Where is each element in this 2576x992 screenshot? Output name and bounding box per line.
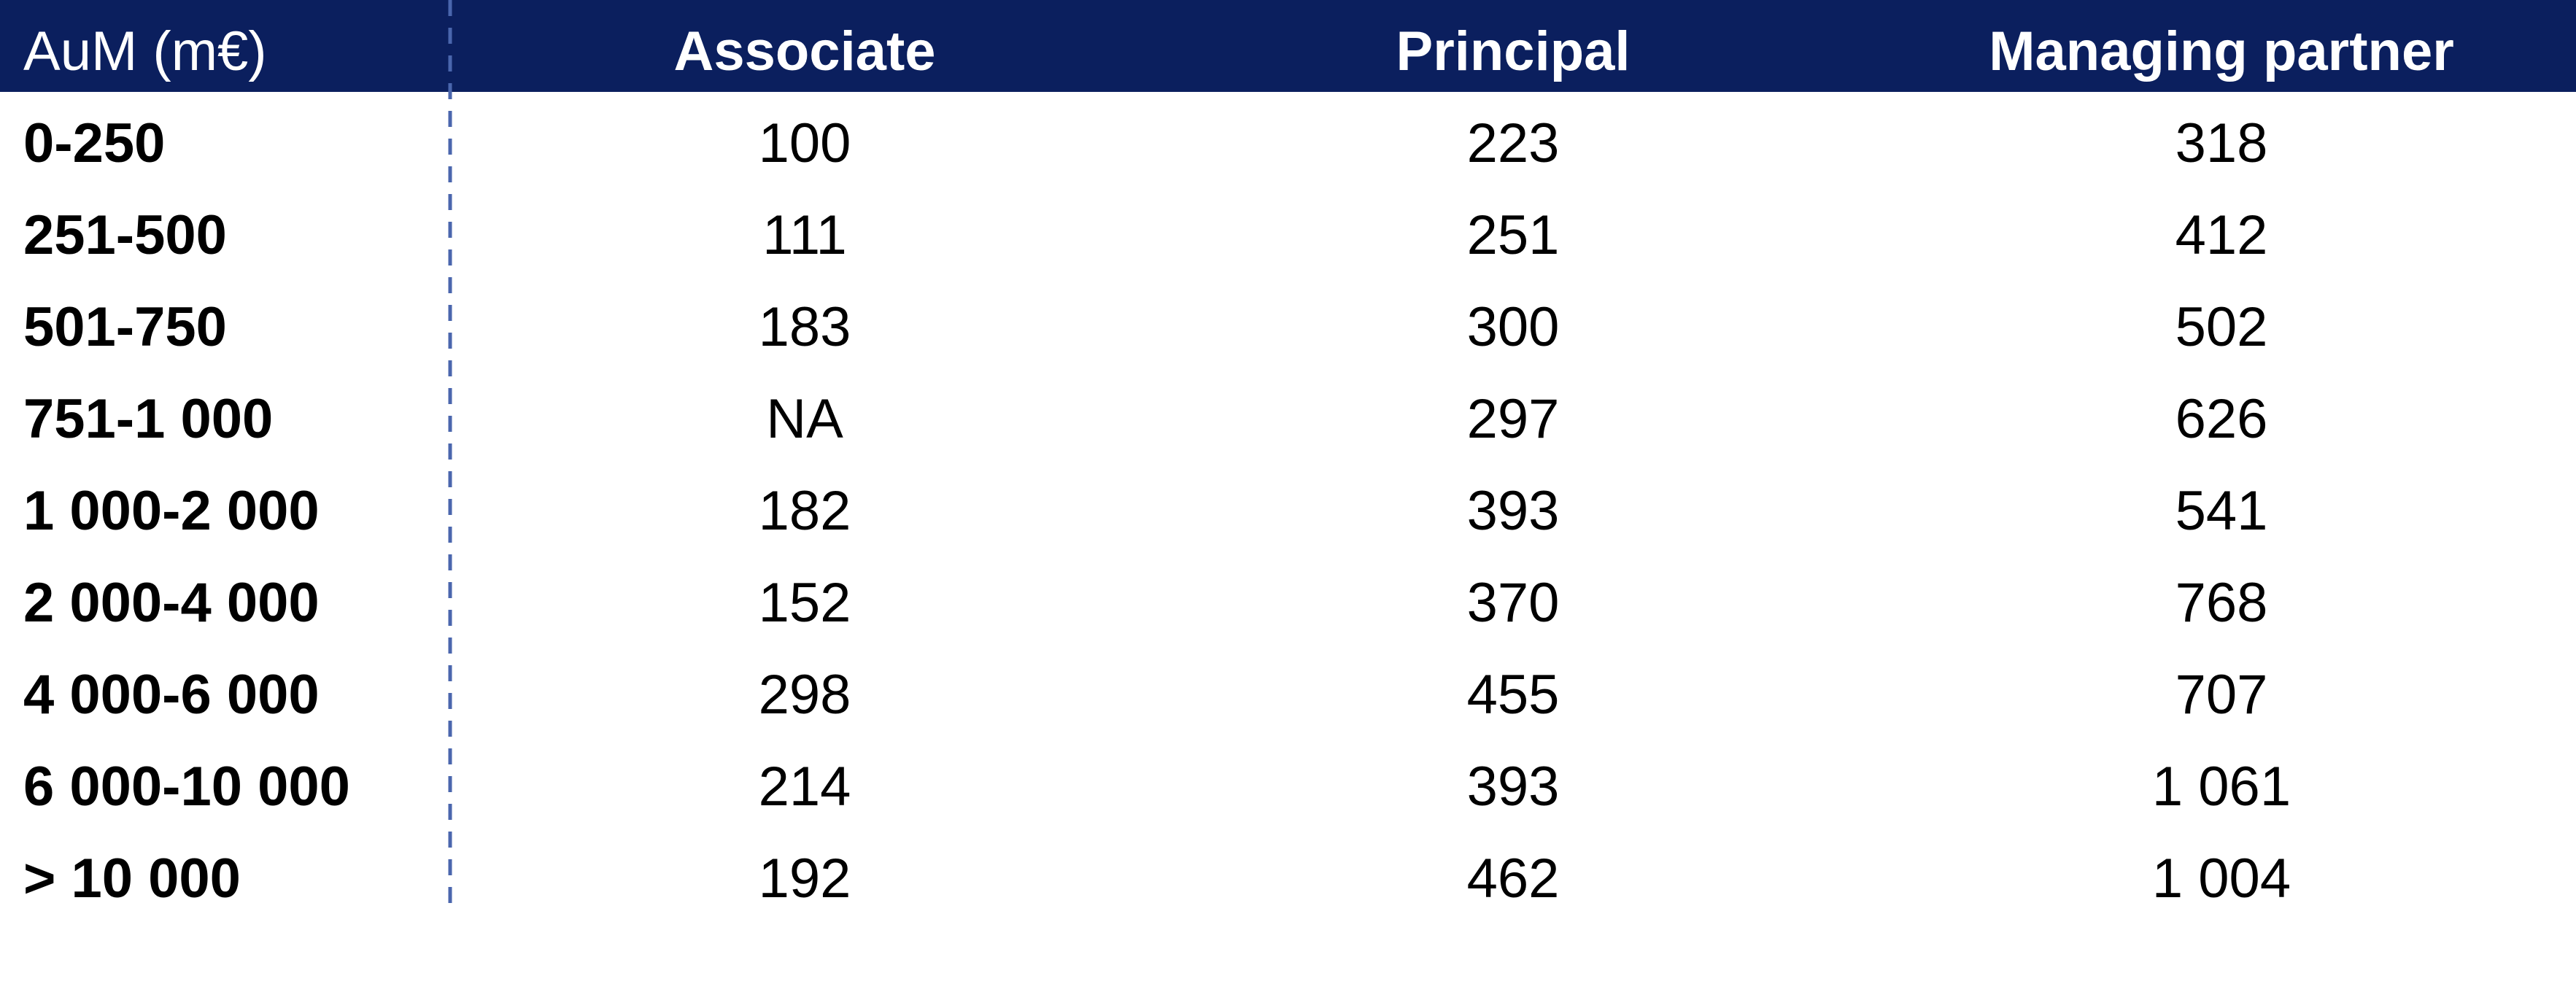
cell: 298 [759, 664, 851, 726]
cell: 111 [762, 204, 847, 266]
cell: 183 [759, 296, 851, 358]
row-label: > 10 000 [23, 848, 241, 910]
row-label: 501-750 [23, 296, 227, 358]
cell: 1 061 [2152, 756, 2291, 818]
header-cell: Associate [673, 20, 935, 82]
row-label: 0-250 [23, 112, 165, 174]
cell: 370 [1467, 572, 1560, 634]
row-label: 1 000-2 000 [23, 480, 320, 542]
row-label: 751-1 000 [23, 388, 273, 450]
cell: 214 [759, 756, 851, 818]
cell: 393 [1467, 480, 1560, 542]
cell: 455 [1467, 664, 1560, 726]
cell: 192 [759, 848, 851, 910]
cell: 462 [1467, 848, 1560, 910]
cell: 393 [1467, 756, 1560, 818]
header-cell: Principal [1396, 20, 1631, 82]
cell: 1 004 [2152, 848, 2291, 910]
cell: 318 [2175, 112, 2268, 174]
cell: 100 [759, 112, 851, 174]
cell: 502 [2175, 296, 2268, 358]
cell: 541 [2175, 480, 2268, 542]
cell: 251 [1467, 204, 1560, 266]
cell: 300 [1467, 296, 1560, 358]
cell: 297 [1467, 388, 1560, 450]
header-bar [0, 0, 2576, 92]
cell: NA [766, 388, 843, 450]
cell: 412 [2175, 204, 2268, 266]
row-label: 6 000-10 000 [23, 756, 350, 818]
cell: 707 [2175, 664, 2268, 726]
row-label: 4 000-6 000 [23, 664, 320, 726]
row-label: 251-500 [23, 204, 227, 266]
row-label: 2 000-4 000 [23, 572, 320, 634]
cell: 626 [2175, 388, 2268, 450]
cell: 152 [759, 572, 851, 634]
cell: 182 [759, 480, 851, 542]
header-cell: AuM (m€) [23, 20, 267, 82]
header-cell: Managing partner [1989, 20, 2454, 82]
cell: 223 [1467, 112, 1560, 174]
cell: 768 [2175, 572, 2268, 634]
